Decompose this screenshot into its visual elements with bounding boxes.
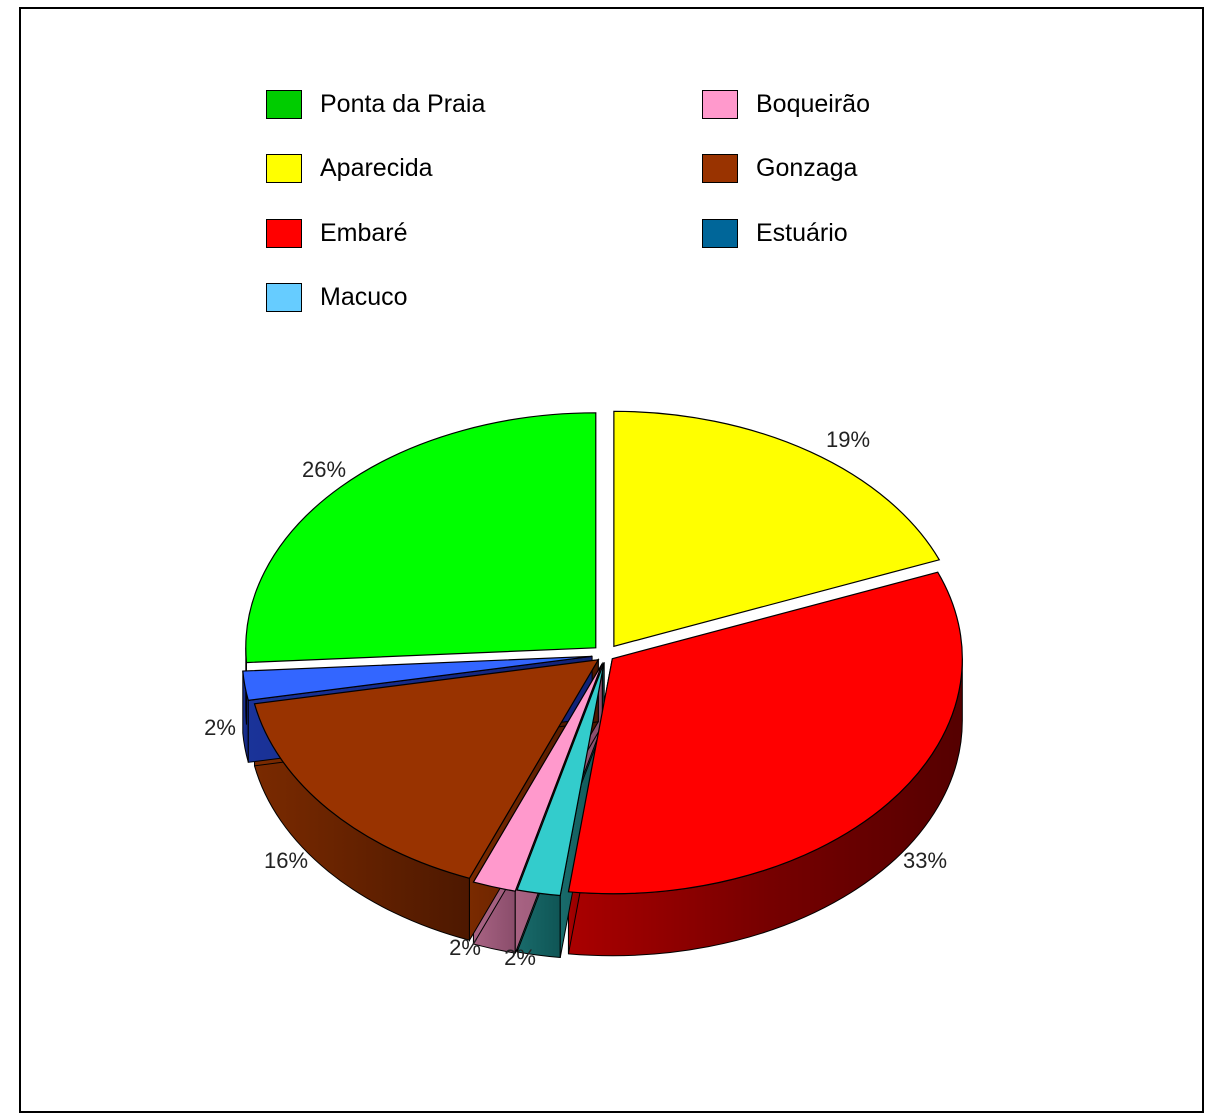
pie-label-2: 33% xyxy=(903,848,947,873)
legend-label-embare: Embaré xyxy=(320,218,408,247)
legend-item-gonzaga: Gonzaga xyxy=(702,151,857,185)
pie-slice-1 xyxy=(613,410,941,648)
pie-slice-4 xyxy=(472,663,603,892)
pie-slice-2 xyxy=(567,571,963,895)
pie-label-1: 19% xyxy=(826,427,870,452)
legend-swatch-estuario xyxy=(702,218,738,248)
legend-label-macuco: Macuco xyxy=(320,282,408,311)
legend-swatch-boqueirao xyxy=(702,89,738,119)
legend-swatch-gonzaga xyxy=(702,153,738,183)
pie-slice-3 xyxy=(516,662,605,897)
legend-item-embare: Embaré xyxy=(266,216,408,250)
legend-item-aparecida: Aparecida xyxy=(266,151,433,185)
legend-swatch-embare xyxy=(266,218,302,248)
legend-swatch-aparecida xyxy=(266,153,302,183)
legend-label-aparecida: Aparecida xyxy=(320,153,433,182)
legend-swatch-ponta-da-praia xyxy=(266,89,302,119)
legend-label-ponta-da-praia: Ponta da Praia xyxy=(320,89,486,118)
pie-slice-5 xyxy=(253,659,600,879)
pie-label-3: 2% xyxy=(504,945,536,970)
chart-frame xyxy=(19,7,1204,1113)
pie-label-0: 26% xyxy=(302,457,346,482)
legend-label-gonzaga: Gonzaga xyxy=(756,153,858,182)
legend-label-boqueirao: Boqueirão xyxy=(756,89,870,118)
legend-item-macuco: Macuco xyxy=(266,280,408,314)
legend-item-ponta-da-praia: Ponta da Praia xyxy=(266,87,485,121)
legend-item-boqueirao: Boqueirão xyxy=(702,87,870,121)
pie-label-4: 2% xyxy=(449,935,481,960)
pie-label-5: 16% xyxy=(264,848,308,873)
pie-label-6: 2% xyxy=(204,715,236,740)
pie-slice-0 xyxy=(245,412,597,664)
legend-label-estuario: Estuário xyxy=(756,218,848,247)
pie-slice-6 xyxy=(242,655,593,702)
legend-swatch-macuco xyxy=(266,282,302,312)
legend-item-estuario: Estuário xyxy=(702,216,848,250)
